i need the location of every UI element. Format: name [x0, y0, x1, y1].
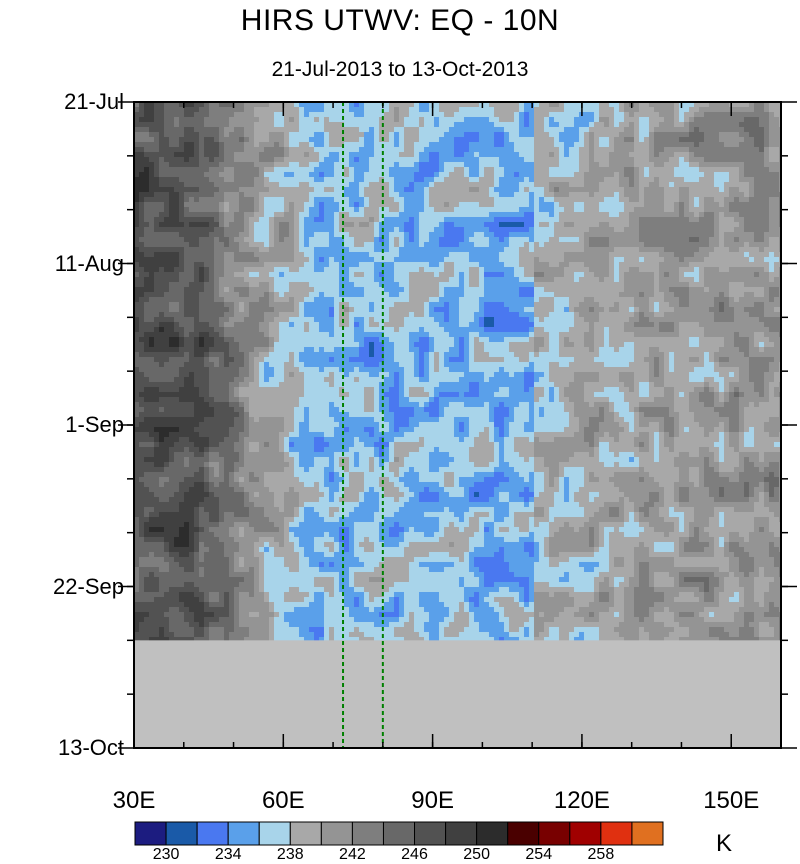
- colorbar-unit: K: [716, 830, 733, 857]
- colorbar-swatch: [569, 821, 602, 846]
- colorbar-swatch: [134, 821, 167, 846]
- colorbar-swatch: [600, 821, 633, 846]
- colorbar-swatch: [258, 821, 291, 846]
- chart-subtitle: 21-Jul-2013 to 13-Oct-2013: [271, 58, 529, 81]
- colorbar-swatch: [414, 821, 447, 846]
- y-tick-label: 13-Oct: [57, 735, 124, 760]
- colorbar-swatch: [445, 821, 478, 846]
- missing-data-region: [134, 640, 781, 748]
- y-tick-label: 11-Aug: [54, 250, 124, 276]
- colorbar-label: 250: [463, 846, 490, 863]
- colorbar-swatch: [382, 821, 416, 846]
- colorbar-label: 242: [339, 846, 366, 863]
- x-tick-label: 90E: [411, 787, 454, 814]
- colorbar-label: 246: [401, 846, 428, 863]
- colorbar-label: 230: [152, 846, 180, 863]
- colorbar-swatch: [476, 821, 509, 846]
- x-tick-label: 60E: [261, 787, 305, 814]
- colorbar-swatch: [351, 821, 384, 846]
- colorbar-swatch: [507, 821, 540, 846]
- x-tick-label: 30E: [112, 787, 156, 814]
- colorbar-swatch: [320, 821, 353, 846]
- colorbar-swatch: [289, 821, 322, 846]
- y-tick-label: 22-Sep: [53, 573, 124, 599]
- y-tick-label: 1-Sep: [65, 412, 124, 437]
- colorbar-swatch: [196, 821, 229, 846]
- colorbar-label: 254: [525, 846, 553, 863]
- colorbar-swatch: [165, 821, 198, 846]
- chart-title: HIRS UTWV: EQ - 10N: [240, 4, 560, 37]
- x-tick-label: 150E: [703, 787, 760, 814]
- colorbar-label: 234: [214, 846, 242, 863]
- colorbar-label: 238: [276, 846, 304, 863]
- colorbar-swatch: [631, 821, 664, 846]
- colorbar-label: 258: [587, 846, 615, 863]
- x-tick-label: 120E: [553, 787, 610, 814]
- colorbar-swatch: [538, 821, 571, 846]
- colorbar-swatch: [227, 821, 260, 846]
- y-tick-label: 21-Jul: [64, 89, 124, 114]
